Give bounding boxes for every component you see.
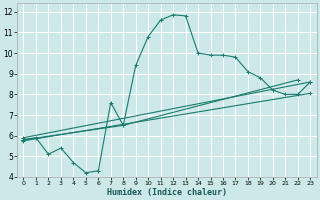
X-axis label: Humidex (Indice chaleur): Humidex (Indice chaleur) [107,188,227,197]
